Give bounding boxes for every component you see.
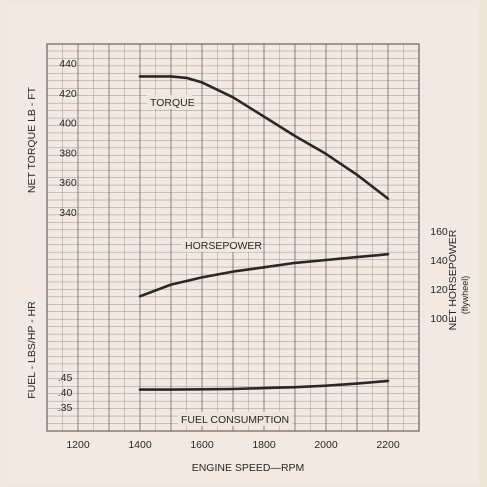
- torque-tick-label: 360: [59, 177, 77, 189]
- tick-labels: 1200 1400 1600 1800 2000 2200 440 420 400 380 360 3…: [58, 58, 448, 451]
- chart-curves: [138, 75, 390, 391]
- horsepower-axis-label: NET HORSEPOWER: [447, 229, 459, 330]
- horsepower-axis-sublabel: (flywheel): [460, 276, 470, 315]
- fuel-tick-label: .40: [58, 387, 73, 399]
- x-tick-label: 1600: [190, 439, 214, 451]
- series-label-background: [182, 238, 255, 252]
- fuel-curve: [138, 379, 390, 391]
- horsepower-tick-label: 160: [430, 226, 448, 238]
- x-axis-label: ENGINE SPEED—RPM: [192, 462, 305, 474]
- torque-tick-label: 440: [59, 58, 77, 70]
- horsepower-curve: [138, 252, 390, 298]
- torque-tick-label: 340: [59, 207, 77, 219]
- x-tick-label: 1200: [66, 439, 90, 451]
- horsepower-tick-label: 100: [430, 313, 448, 325]
- x-tick-label: 2200: [376, 439, 400, 451]
- series-label: FUEL CONSUMPTION: [181, 414, 289, 426]
- x-tick-label: 1800: [252, 439, 276, 451]
- fuel-tick-label: .35: [58, 402, 73, 414]
- torque-tick-label: 400: [59, 118, 77, 130]
- x-tick-label: 1400: [128, 439, 152, 451]
- series-labels: TORQUE HORSEPOWER FUEL CONSUMPTION: [147, 95, 293, 426]
- torque-axis-label: NET TORQUE LB - FT: [26, 86, 38, 193]
- fuel-axis-label: FUEL - LBS/HP - HR: [26, 301, 38, 399]
- series-label: TORQUE: [150, 97, 195, 109]
- series-label-background: [147, 95, 193, 109]
- series-label: HORSEPOWER: [185, 240, 262, 252]
- series-label-background: [178, 412, 293, 426]
- torque-tick-label: 380: [59, 147, 77, 159]
- horsepower-tick-label: 140: [430, 255, 448, 267]
- torque-curve: [138, 75, 390, 200]
- x-tick-label: 2000: [314, 439, 338, 451]
- horsepower-tick-label: 120: [430, 284, 448, 296]
- torque-tick-label: 420: [59, 88, 77, 100]
- fuel-tick-label: .45: [58, 372, 73, 384]
